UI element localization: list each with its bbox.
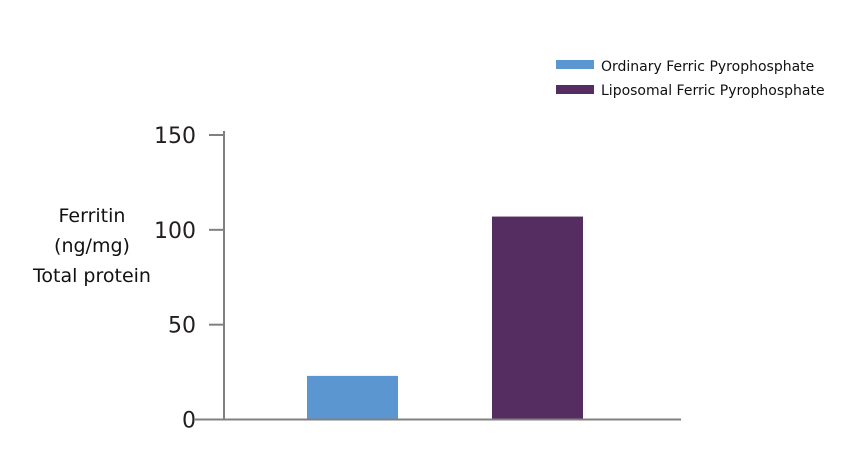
legend-label-ordinary: Ordinary Ferric Pyrophosphate: [601, 59, 814, 75]
legend-swatch-ordinary: [556, 60, 594, 69]
bar-liposomal: [492, 216, 583, 420]
legend-label-liposomal: Liposomal Ferric Pyrophosphate: [601, 83, 825, 99]
legend-swatch-liposomal: [556, 85, 594, 94]
y-tick-label: 100: [154, 219, 196, 244]
bar-ordinary: [307, 375, 398, 420]
y-axis-label-line-3: Total protein: [32, 265, 151, 287]
y-axis-label-line-1: Ferritin: [59, 205, 126, 227]
y-axis-label: Ferritin (ng/mg) Total protein: [32, 205, 151, 287]
y-tick-label: 0: [182, 409, 196, 434]
y-tick-label: 150: [154, 124, 196, 149]
legend: Ordinary Ferric Pyrophosphate Liposomal …: [556, 59, 825, 99]
y-tick-label: 50: [168, 314, 196, 339]
y-axis-label-line-2: (ng/mg): [54, 235, 130, 257]
